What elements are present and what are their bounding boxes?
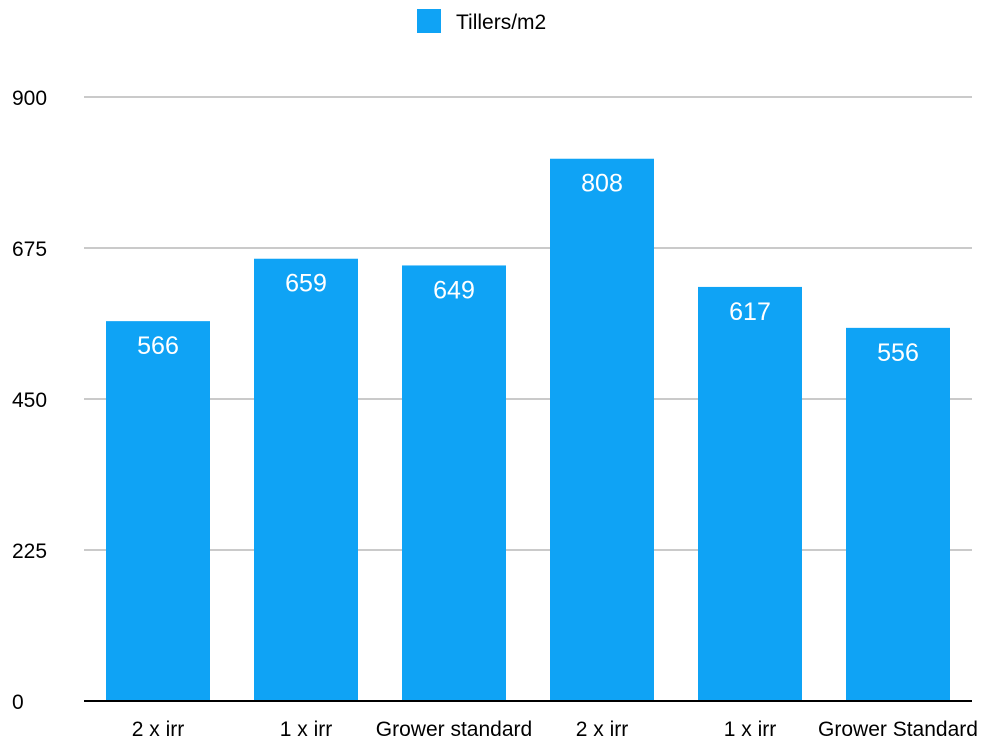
y-tick-label: 225 — [12, 540, 47, 563]
y-tick-label: 0 — [12, 691, 24, 714]
bar — [106, 321, 210, 701]
bar — [254, 258, 358, 701]
x-axis-categories: 2 x irr 1 x irr Grower standard 2 x irr 1 x … — [132, 718, 978, 741]
data-label: 649 — [433, 276, 475, 304]
x-category-label: Grower standard — [376, 718, 532, 741]
y-tick-label: 450 — [12, 389, 47, 412]
data-label: 556 — [877, 339, 919, 367]
y-tick-label: 900 — [12, 87, 47, 110]
data-label: 566 — [137, 332, 179, 360]
bars — [106, 158, 950, 702]
x-category-label: 1 x irr — [724, 718, 777, 741]
data-label: 808 — [581, 170, 623, 198]
bar — [698, 286, 802, 701]
x-category-label: 2 x irr — [576, 718, 629, 741]
data-labels: 566 659 649 808 617 556 — [137, 170, 919, 367]
x-category-label: 1 x irr — [280, 718, 333, 741]
y-axis-ticks: 0 225 450 675 900 — [12, 87, 47, 714]
legend-swatch — [417, 9, 441, 33]
bar — [402, 265, 506, 701]
legend: Tillers/m2 — [417, 9, 546, 34]
x-category-label: 2 x irr — [132, 718, 185, 741]
legend-label: Tillers/m2 — [456, 11, 546, 34]
data-label: 659 — [285, 270, 327, 298]
bar — [550, 158, 654, 702]
gridlines — [84, 96, 972, 551]
bar — [846, 327, 950, 701]
data-label: 617 — [729, 298, 771, 326]
x-category-label: Grower Standard — [818, 718, 978, 741]
y-tick-label: 675 — [12, 238, 47, 261]
